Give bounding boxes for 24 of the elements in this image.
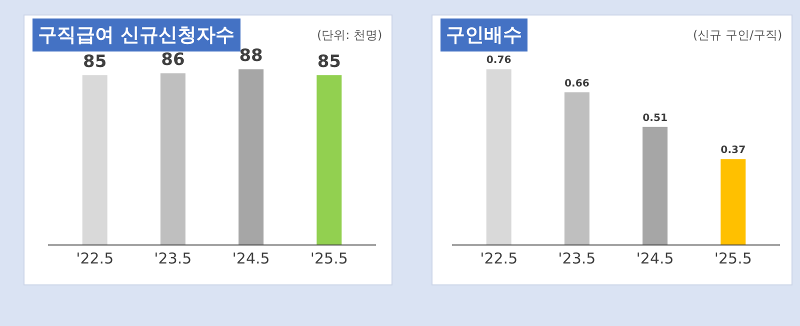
data-label: 86 (161, 50, 185, 70)
data-label: 0.76 (486, 55, 512, 66)
x-tick-label: '24.5 (636, 250, 674, 268)
x-tick-label: '22.5 (76, 250, 114, 268)
text: (신규 구인/구직) (693, 28, 782, 42)
chart-title: 구직급여 신규신청자수 (38, 24, 235, 46)
x-tick-label: '24.5 (232, 250, 270, 268)
text: (단위: 천명) (317, 28, 382, 42)
data-label: 88 (239, 46, 263, 66)
x-tick-label: '22.5 (480, 250, 518, 268)
data-label: 85 (317, 52, 341, 72)
bar (720, 159, 746, 244)
data-label: 85 (83, 52, 107, 72)
data-label: 0.51 (642, 112, 668, 124)
bar (564, 92, 590, 244)
data-label: 0.37 (720, 145, 746, 156)
data-label: 0.66 (564, 78, 590, 90)
x-tick-label: '23.5 (154, 250, 192, 268)
bar (642, 126, 668, 244)
bar (486, 69, 512, 244)
x-tick-label: '25.5 (310, 250, 348, 268)
x-tick-label: '23.5 (558, 250, 596, 268)
x-tick-label: '25.5 (714, 250, 752, 268)
chart-title: 구인배수 (446, 24, 522, 46)
